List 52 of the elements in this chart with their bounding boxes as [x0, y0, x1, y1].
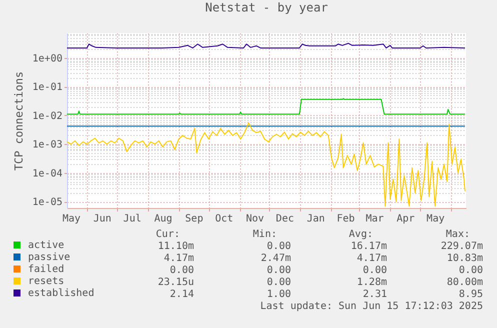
text: 229.07m — [440, 241, 483, 252]
chart-title: Netstat - by year — [205, 0, 328, 15]
text: 2.47m — [260, 253, 291, 264]
x-tick-label: Dec — [276, 214, 294, 224]
legend-label: active — [28, 240, 64, 251]
x-tick-label: Nov — [246, 214, 264, 224]
text: 0.00 — [266, 241, 291, 252]
text: 4.17m — [356, 253, 387, 264]
text: Min: — [252, 229, 277, 240]
y-tick-label: 1e-04 — [32, 168, 62, 180]
x-tick-label: Jun — [93, 214, 112, 224]
text: Max: — [446, 229, 470, 240]
y-tick-label: 1e-01 — [32, 82, 62, 94]
text: 2.14 — [170, 289, 194, 300]
text: 2.31 — [362, 289, 387, 300]
text: 1.00 — [266, 289, 291, 300]
y-tick-label: 1e-03 — [32, 140, 62, 151]
text: 16.17m — [350, 241, 387, 252]
text: 0.00 — [266, 265, 291, 276]
line-series — [67, 98, 466, 115]
x-tick-label: Sep — [185, 214, 204, 224]
y-tick-label: 1e-05 — [32, 197, 62, 208]
text: Cur: — [156, 229, 180, 240]
x-tick-label: Aug — [154, 214, 172, 224]
text: 8.95 — [458, 289, 483, 300]
x-tick-label: Mar — [366, 214, 384, 224]
legend-label: failed — [28, 264, 64, 275]
text: 80.00m — [446, 277, 483, 288]
x-tick-label: Feb — [336, 214, 355, 224]
legend-label: resets — [28, 276, 64, 287]
x-tick-label: Oct — [215, 214, 234, 224]
text: 11.10m — [158, 241, 194, 252]
x-tick-label: Apr — [396, 214, 415, 224]
text: 0.00 — [362, 265, 387, 276]
text: 1.28m — [356, 277, 387, 288]
x-tick-label: Jul — [123, 214, 142, 224]
x-tick-label: Jan — [306, 214, 325, 224]
x-tick-label: May — [426, 214, 445, 224]
legend-label: passive — [28, 252, 70, 263]
text: 0.00 — [458, 265, 483, 276]
text: 10.83m — [446, 253, 483, 264]
text: 0.00 — [266, 277, 291, 288]
text: 0.00 — [170, 265, 194, 276]
text: 23.15u — [158, 277, 194, 288]
legend-label: established — [28, 288, 94, 299]
y-axis-title: TCP connections — [12, 71, 26, 171]
y-tick-label: 1e+00 — [32, 53, 62, 64]
y-tick-label: 1e-02 — [32, 110, 62, 122]
text: 4.17m — [164, 253, 194, 264]
text: Last update: Sun Jun 15 17:12:03 2025 — [260, 301, 483, 312]
x-tick-label: May — [62, 214, 81, 224]
text: Avg: — [348, 229, 373, 240]
